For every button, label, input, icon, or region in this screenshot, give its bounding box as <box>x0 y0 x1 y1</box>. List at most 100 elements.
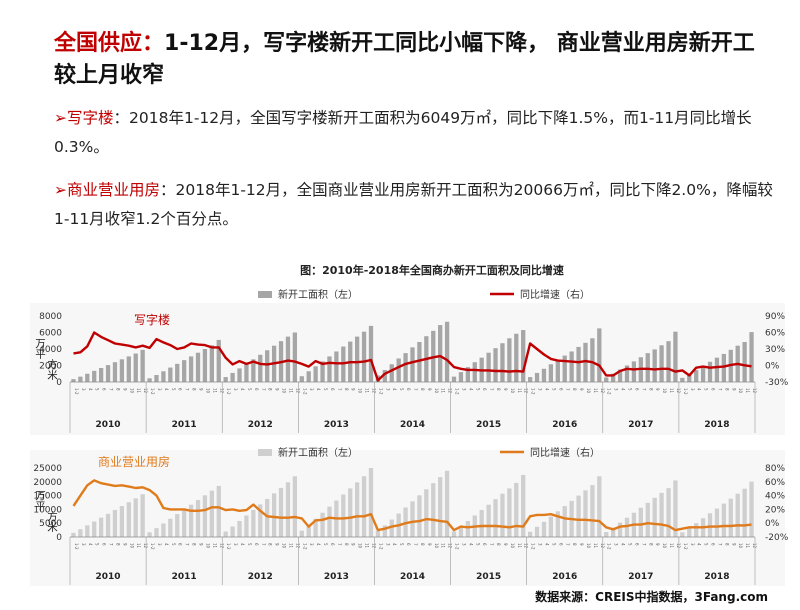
bar <box>562 355 567 382</box>
month-tick-label: 12 <box>219 388 224 394</box>
month-tick-label: 5 <box>95 388 100 391</box>
bar <box>583 490 588 537</box>
y-axis-label: 万平方米 <box>34 338 58 381</box>
bar <box>451 376 457 382</box>
month-tick-label: 5 <box>475 543 480 546</box>
month-tick-label: 1-2 <box>378 543 383 550</box>
month-tick-label: 7 <box>261 543 266 546</box>
month-tick-label: 3 <box>461 543 466 546</box>
bar <box>624 365 630 382</box>
month-tick-label: 5 <box>551 388 556 391</box>
month-tick-label: 11 <box>745 388 750 394</box>
month-tick-label: 10 <box>586 388 591 394</box>
month-tick-label: 7 <box>185 543 190 546</box>
bar <box>604 377 609 382</box>
bar <box>438 477 443 537</box>
headline-text: 1-12月，写字楼新开工同比小幅下降， 商业营业用房新开工较上月收窄 <box>54 31 755 88</box>
bar <box>680 532 685 537</box>
bar <box>666 341 671 382</box>
month-tick-label: 5 <box>399 543 404 546</box>
bar <box>742 341 747 382</box>
month-tick-label: 4 <box>240 543 245 546</box>
bar <box>368 468 374 537</box>
year-label: 2018 <box>704 572 729 582</box>
month-tick-label: 11 <box>593 388 598 394</box>
month-tick-label: 1-2 <box>607 543 612 550</box>
month-tick-label: 3 <box>157 543 162 546</box>
month-tick-label: 10 <box>738 543 743 549</box>
month-tick-label: 11 <box>669 388 674 394</box>
bar <box>555 360 560 382</box>
month-tick-label: 9 <box>351 543 356 546</box>
month-tick-label: 10 <box>129 388 134 394</box>
bar <box>375 530 381 537</box>
series-annotation: 商业营业用房 <box>98 454 170 469</box>
month-tick-label: 4 <box>240 388 245 391</box>
month-tick-label: 8 <box>115 388 120 391</box>
month-tick-label: 11 <box>212 543 217 549</box>
bar <box>361 476 367 537</box>
bar <box>161 371 166 382</box>
month-tick-label: 4 <box>392 543 397 546</box>
month-tick-label: 3 <box>461 388 466 391</box>
bar <box>313 366 318 382</box>
legend-bar-swatch <box>258 449 272 456</box>
bar <box>458 372 464 382</box>
bar <box>361 331 367 382</box>
bar <box>265 498 270 537</box>
bar <box>265 350 270 382</box>
bar <box>659 345 664 382</box>
bar <box>223 377 228 382</box>
bar <box>299 530 304 537</box>
bar <box>451 531 457 537</box>
bar <box>527 377 533 382</box>
month-tick-label: 9 <box>731 388 736 391</box>
month-tick-label: 4 <box>621 543 626 546</box>
bar <box>659 492 664 537</box>
bar <box>195 500 201 537</box>
month-tick-label: 8 <box>268 543 273 546</box>
bar <box>98 367 104 382</box>
month-tick-label: 7 <box>565 543 570 546</box>
month-tick-label: 11 <box>136 388 141 394</box>
month-tick-label: 9 <box>199 543 204 546</box>
month-tick-label: 6 <box>254 543 259 546</box>
month-tick-label: 1-2 <box>683 543 688 550</box>
month-tick-label: 12 <box>600 543 605 549</box>
month-tick-label: 6 <box>558 388 563 391</box>
bar <box>133 353 138 382</box>
bar <box>292 332 298 382</box>
month-tick-label: 12 <box>371 388 376 394</box>
bar <box>465 367 470 382</box>
bar <box>666 488 671 537</box>
bar <box>597 328 602 382</box>
month-tick-label: 5 <box>171 388 176 391</box>
month-tick-label: 7 <box>109 543 114 546</box>
month-tick-label: 5 <box>475 388 480 391</box>
month-tick-label: 11 <box>441 388 446 394</box>
month-tick-label: 9 <box>275 543 280 546</box>
bar <box>355 482 360 537</box>
month-tick-label: 1-2 <box>302 543 307 550</box>
bar <box>541 521 547 537</box>
bar <box>583 342 588 382</box>
month-tick-label: 6 <box>254 388 259 391</box>
month-tick-label: 12 <box>676 388 681 394</box>
bar <box>700 365 706 382</box>
left-axis-tick: 4000 <box>39 345 62 355</box>
bar <box>105 513 111 537</box>
month-tick-label: 1-2 <box>150 543 155 550</box>
month-tick-label: 7 <box>337 543 342 546</box>
month-tick-label: 3 <box>157 388 162 391</box>
month-tick-label: 10 <box>358 543 363 549</box>
bar <box>271 493 277 537</box>
legend-line-label: 同比增速（右） <box>520 288 590 301</box>
bar <box>410 347 415 382</box>
bar <box>258 504 263 537</box>
bar <box>521 474 526 537</box>
bar <box>576 495 581 537</box>
year-label: 2010 <box>96 420 121 430</box>
month-tick-label: 4 <box>544 543 549 546</box>
bar <box>299 376 304 382</box>
data-source: 数据来源：CREIS中指数据，3Fang.com <box>535 590 768 604</box>
